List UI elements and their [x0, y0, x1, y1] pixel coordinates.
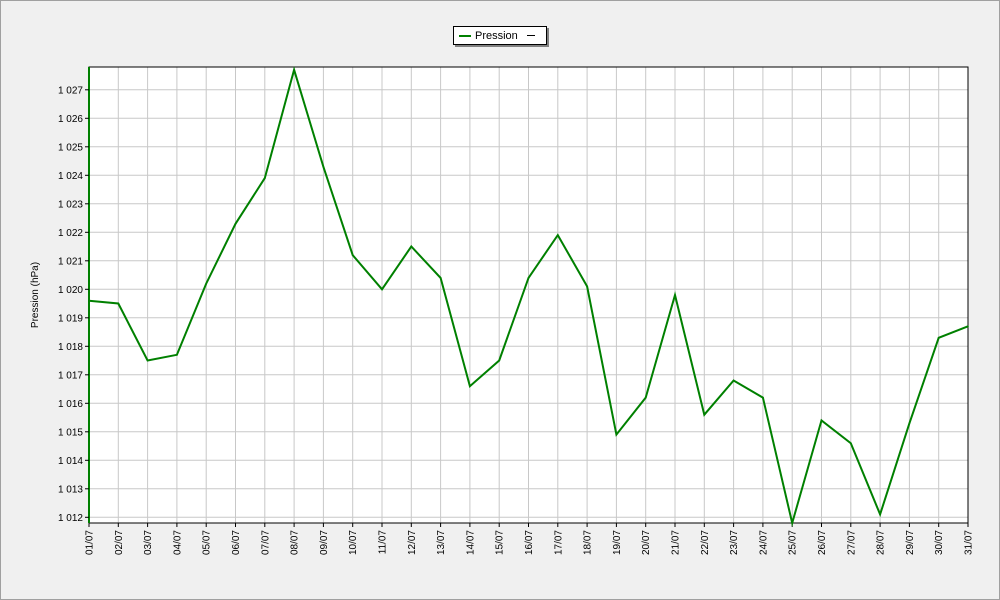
data-point — [264, 177, 266, 179]
y-tick-label: 1 024 — [58, 171, 83, 182]
data-point — [908, 422, 911, 425]
y-tick-label: 1 026 — [58, 114, 83, 125]
legend-series-label: Pression — [475, 29, 518, 42]
legend-series-swatch — [459, 34, 471, 37]
data-point — [498, 359, 501, 362]
data-point — [615, 433, 618, 436]
x-tick-label: 24/07 — [758, 530, 769, 555]
data-point — [674, 294, 676, 296]
data-point — [205, 282, 207, 285]
grid-lines — [88, 67, 969, 523]
x-tick-label: 14/07 — [465, 530, 476, 555]
legend: Pression — [453, 26, 547, 45]
x-tick-label: 08/07 — [290, 530, 301, 555]
y-tick-label: 1 019 — [58, 313, 83, 324]
data-point — [557, 234, 559, 236]
data-point — [762, 396, 764, 399]
data-point — [791, 522, 793, 524]
data-point — [117, 302, 120, 305]
x-tick-label: 26/07 — [817, 530, 828, 555]
y-tick-label: 1 017 — [58, 370, 83, 381]
y-axis-ticks: 1 012 1 013 1 014 1 015 1 016 1 017 1 018 1 019… — [58, 85, 89, 524]
y-tick-label: 1 025 — [58, 142, 83, 153]
x-tick-label: 13/07 — [436, 530, 447, 555]
y-tick-label: 1 022 — [58, 228, 83, 239]
x-tick-label: 07/07 — [260, 530, 271, 555]
x-tick-label: 25/07 — [788, 530, 799, 555]
y-tick-label: 1 020 — [58, 285, 83, 296]
x-tick-label: 20/07 — [641, 530, 652, 555]
y-tick-label: 1 021 — [58, 256, 83, 267]
x-tick-label: 10/07 — [348, 530, 359, 555]
x-tick-label: 19/07 — [612, 530, 623, 555]
x-tick-label: 31/07 — [964, 530, 975, 555]
series-group — [88, 66, 969, 527]
y-tick-label: 1 015 — [58, 427, 83, 438]
x-axis-ticks: 01/07 02/07 03/07 04/07 05/07 06/07 07/07 08/07… — [85, 523, 975, 555]
x-tick-label: 17/07 — [553, 530, 564, 555]
x-tick-label: 01/07 — [85, 530, 96, 555]
data-point — [937, 336, 940, 339]
y-tick-label: 1 027 — [58, 85, 83, 96]
x-tick-label: 28/07 — [876, 530, 887, 555]
data-point — [410, 245, 413, 248]
legend-dash-icon — [526, 35, 535, 36]
data-point — [293, 69, 295, 71]
x-tick-label: 21/07 — [671, 530, 682, 555]
x-tick-label: 29/07 — [905, 530, 916, 555]
data-point — [322, 165, 325, 168]
x-tick-label: 16/07 — [524, 530, 535, 555]
data-point — [703, 413, 706, 416]
x-tick-label: 15/07 — [495, 530, 506, 555]
x-tick-label: 09/07 — [319, 530, 330, 555]
x-tick-label: 23/07 — [729, 530, 740, 555]
data-point — [234, 222, 237, 225]
x-tick-label: 22/07 — [700, 530, 711, 555]
x-tick-label: 05/07 — [202, 530, 213, 555]
x-tick-label: 30/07 — [934, 530, 945, 555]
x-tick-label: 02/07 — [114, 530, 125, 555]
data-point — [879, 513, 881, 516]
data-point — [586, 285, 588, 288]
data-point — [967, 325, 969, 328]
y-tick-label: 1 023 — [58, 199, 83, 210]
data-point — [381, 288, 383, 291]
x-tick-label: 11/07 — [378, 530, 389, 555]
y-tick-label: 1 013 — [58, 484, 83, 495]
data-point — [176, 354, 178, 356]
x-tick-label: 12/07 — [407, 530, 418, 555]
y-tick-label: 1 018 — [58, 342, 83, 353]
data-point — [469, 385, 471, 388]
data-point — [88, 299, 90, 302]
x-tick-label: 18/07 — [583, 530, 594, 555]
data-point — [850, 442, 852, 445]
data-point — [644, 396, 647, 399]
x-tick-label: 06/07 — [231, 530, 242, 555]
x-tick-label: 03/07 — [143, 530, 154, 555]
data-point — [146, 359, 149, 362]
data-point — [527, 277, 530, 279]
data-point — [732, 379, 735, 382]
y-tick-label: 1 016 — [58, 399, 83, 410]
x-tick-label: 27/07 — [846, 530, 857, 555]
y-axis-title: Pression (hPa) — [30, 262, 41, 328]
y-tick-label: 1 014 — [58, 456, 83, 467]
y-tick-label: 1 012 — [58, 513, 83, 524]
x-tick-label: 04/07 — [172, 530, 183, 555]
data-point — [439, 277, 442, 279]
data-point — [820, 419, 823, 422]
data-point — [351, 254, 354, 256]
